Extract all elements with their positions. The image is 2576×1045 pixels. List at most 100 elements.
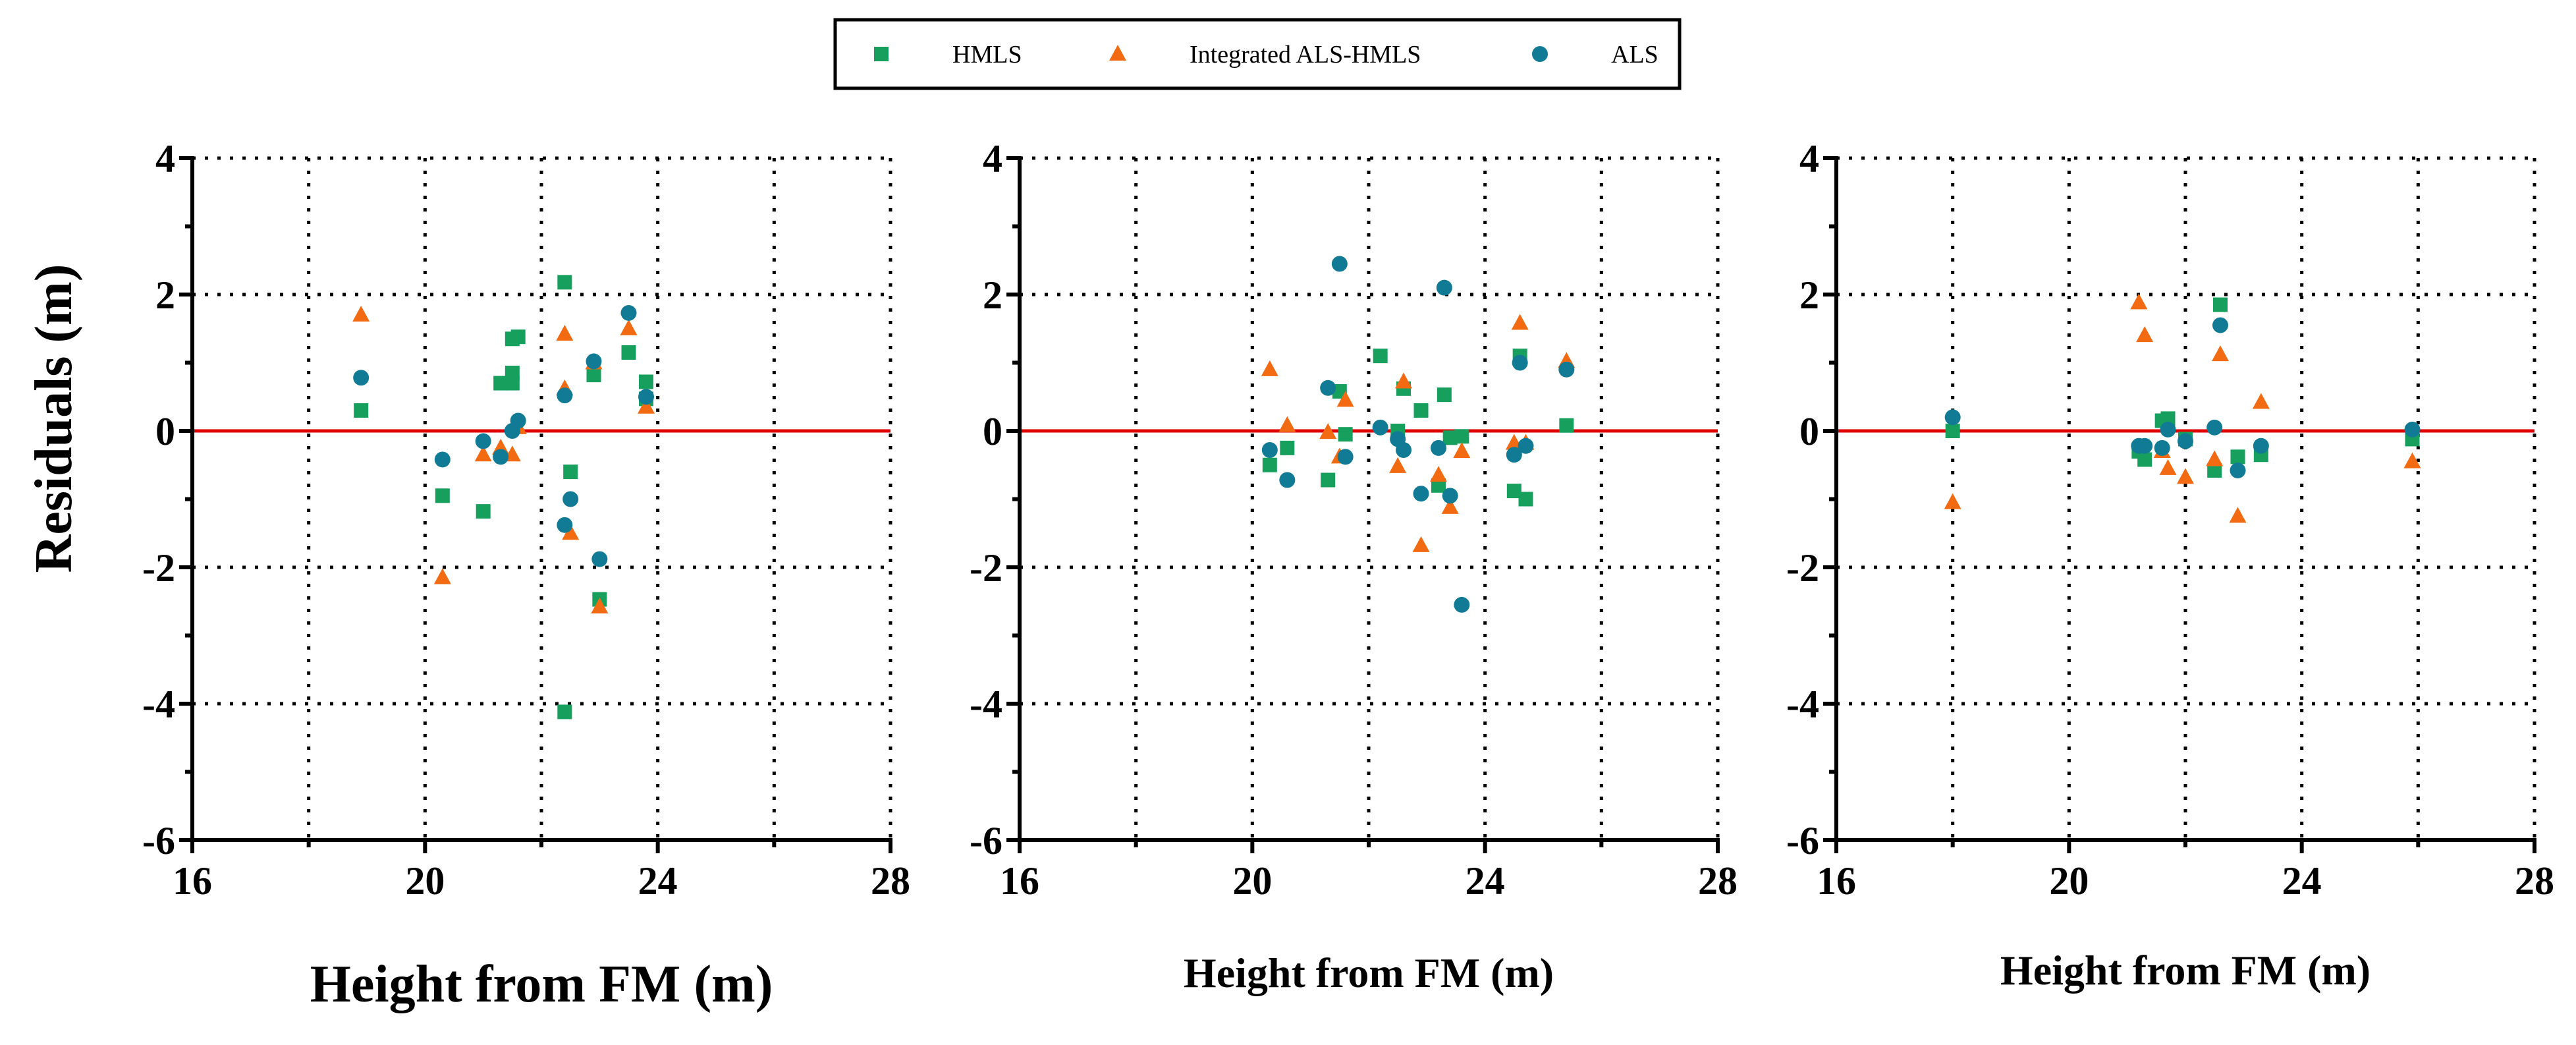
point-als (620, 304, 637, 321)
point-hmls (1454, 429, 1469, 444)
point-hmls (1321, 472, 1336, 488)
point-als (1372, 419, 1388, 436)
x-tick-label: 28 (2515, 859, 2554, 903)
legend-marker-integrated-als-hmls (1109, 45, 1126, 61)
point-als (1279, 472, 1296, 488)
point-hmls (1338, 427, 1353, 442)
point-integrated-als-hmls (1511, 314, 1529, 330)
grid (1020, 156, 1720, 840)
point-als (353, 370, 370, 386)
point-hmls (2160, 411, 2176, 426)
y-tick-label: -2 (970, 546, 1002, 590)
y-tick-label: 0 (983, 410, 1002, 453)
point-hmls (1373, 349, 1388, 364)
point-hmls (2230, 449, 2245, 465)
x-tick-label: 16 (1817, 859, 1856, 903)
point-hmls (493, 376, 508, 391)
point-integrated-als-hmls (474, 445, 492, 462)
point-als (2178, 433, 2193, 449)
point-als (1558, 361, 1575, 378)
point-als (493, 449, 509, 465)
point-als (1944, 409, 1961, 426)
point-hmls (557, 275, 572, 290)
point-hmls (354, 403, 369, 418)
point-als (2154, 439, 2170, 456)
point-als (1436, 279, 1452, 296)
point-integrated-als-hmls (2212, 345, 2229, 362)
point-als (1331, 256, 1348, 272)
point-als (557, 387, 573, 404)
point-hmls (1262, 457, 1277, 472)
point-als (2206, 419, 2223, 436)
y-tick-label: 0 (1799, 410, 1819, 453)
point-hmls (435, 488, 450, 503)
point-integrated-als-hmls (1453, 442, 1471, 459)
point-als (1320, 380, 1336, 396)
point-als (591, 551, 608, 567)
point-integrated-als-hmls (620, 319, 638, 335)
legend-label-integrated-als-hmls: Integrated ALS-HMLS (1190, 41, 1421, 69)
point-integrated-als-hmls (433, 568, 451, 584)
x-tick-label: 24 (1466, 859, 1505, 903)
point-hmls (557, 704, 572, 720)
point-als (1512, 354, 1528, 371)
point-als (2253, 438, 2269, 454)
point-als (2137, 438, 2153, 454)
series-als (353, 304, 654, 567)
legend-frame (833, 18, 1682, 90)
point-integrated-als-hmls (1261, 360, 1278, 376)
point-integrated-als-hmls (2159, 459, 2177, 475)
point-als (562, 491, 579, 507)
point-integrated-als-hmls (1336, 391, 1354, 407)
point-als (1261, 441, 1278, 458)
point-integrated-als-hmls (1944, 493, 1961, 509)
x-tick-label: 28 (871, 859, 910, 903)
point-als (475, 433, 491, 449)
legend-marker-hmls (874, 47, 889, 61)
point-als (1518, 438, 1534, 454)
point-integrated-als-hmls (2403, 452, 2421, 468)
point-integrated-als-hmls (2136, 326, 2154, 343)
x-tick-label: 16 (1000, 859, 1039, 903)
x-tick-label: 28 (1698, 859, 1738, 903)
point-hmls (586, 368, 601, 383)
point-hmls (2207, 463, 2222, 478)
point-hmls (510, 329, 526, 345)
point-hmls (1413, 403, 1429, 418)
y-tick-label: 4 (155, 137, 175, 181)
point-hmls (1506, 484, 1521, 499)
point-integrated-als-hmls (1278, 416, 1296, 432)
grid (192, 156, 892, 840)
y-tick-label: 2 (983, 273, 1002, 317)
y-tick-label: 4 (1799, 137, 1819, 181)
x-axis-label: Height from FM (m) (310, 955, 773, 1013)
legend-label-hmls: HMLS (952, 41, 1022, 69)
point-integrated-als-hmls (2252, 393, 2270, 409)
point-als (2404, 421, 2421, 438)
y-tick-label: -4 (142, 683, 175, 726)
point-integrated-als-hmls (2229, 507, 2247, 523)
y-axis-title: Residuals (m) (25, 264, 83, 573)
y-tick-label: 0 (155, 410, 175, 453)
series-als (1944, 317, 2421, 479)
point-hmls (1442, 430, 1458, 445)
point-integrated-als-hmls (2177, 468, 2194, 484)
point-hmls (1945, 424, 1960, 438)
point-hmls (505, 376, 520, 391)
x-axis-label: Height from FM (m) (2000, 947, 2370, 994)
point-als (1396, 441, 1411, 458)
grid (1836, 156, 2536, 840)
point-als (1413, 486, 1429, 502)
point-hmls (1437, 387, 1452, 403)
point-als (1431, 439, 1446, 456)
point-hmls (476, 504, 491, 519)
x-tick-label: 16 (173, 859, 212, 903)
y-tick-label: 2 (1799, 273, 1819, 317)
point-integrated-als-hmls (1389, 457, 1407, 473)
point-hmls (1431, 478, 1446, 493)
point-hmls (2137, 452, 2152, 467)
